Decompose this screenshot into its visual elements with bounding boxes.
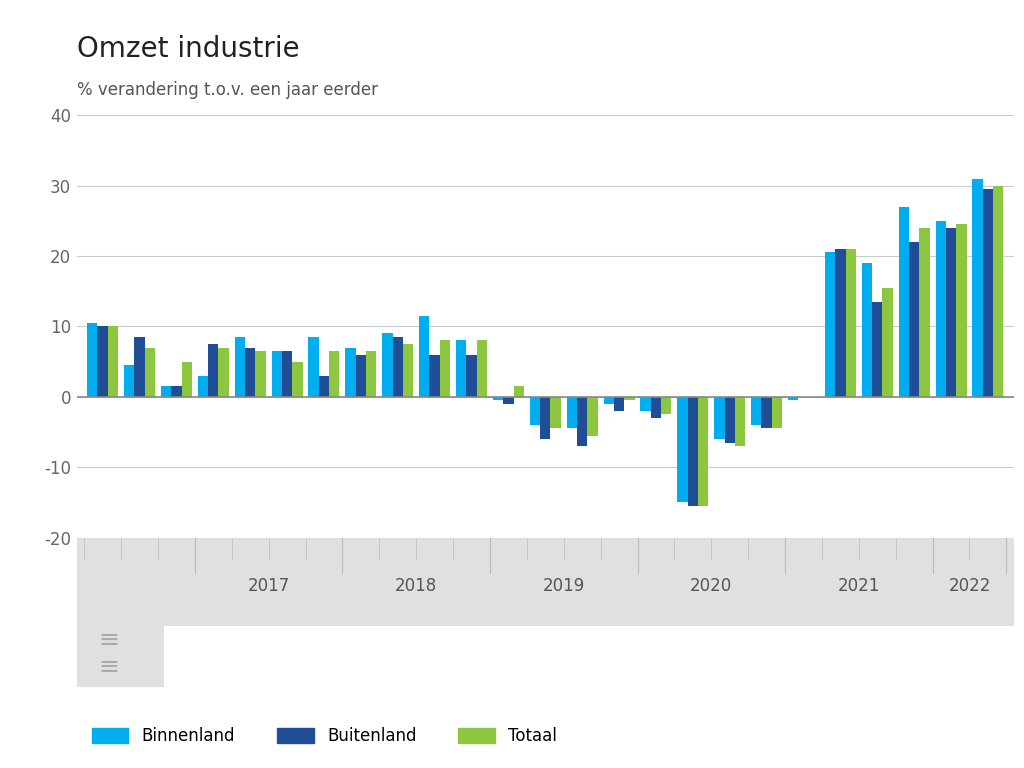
Text: 2022: 2022 (948, 578, 990, 595)
Bar (651, 397, 662, 418)
Text: % verandering t.o.v. een jaar eerder: % verandering t.o.v. een jaar eerder (77, 81, 378, 98)
Bar (134, 337, 144, 397)
Bar (514, 386, 524, 397)
Bar (588, 397, 598, 435)
Bar (688, 397, 698, 506)
Bar (329, 351, 339, 397)
Bar (640, 397, 651, 411)
Bar (208, 344, 218, 397)
Bar (956, 224, 967, 397)
Bar (97, 326, 108, 397)
Bar (788, 397, 799, 400)
Bar (245, 347, 255, 397)
Bar (419, 316, 429, 397)
Bar (234, 337, 245, 397)
Bar (614, 397, 625, 411)
Bar (429, 355, 439, 397)
Legend: Binnenland, Buitenland, Totaal: Binnenland, Buitenland, Totaal (85, 720, 563, 752)
Bar (752, 397, 762, 425)
Bar (872, 302, 883, 397)
Bar (144, 347, 155, 397)
Bar (255, 351, 265, 397)
Bar (973, 178, 983, 397)
Text: 2018: 2018 (395, 578, 437, 595)
Bar (171, 386, 181, 397)
Bar (983, 189, 993, 397)
Bar (993, 186, 1004, 397)
Bar (476, 340, 487, 397)
Text: ≡
≡: ≡ ≡ (98, 627, 120, 680)
Bar (662, 397, 672, 415)
Bar (282, 351, 292, 397)
Bar (551, 397, 561, 429)
Bar (124, 365, 134, 397)
Bar (318, 376, 329, 397)
Bar (714, 397, 725, 439)
Bar (846, 249, 856, 397)
Bar (87, 323, 97, 397)
Bar (308, 337, 318, 397)
Bar (883, 288, 893, 397)
Text: 2017: 2017 (248, 578, 290, 595)
Bar (108, 326, 118, 397)
Bar (218, 347, 228, 397)
Bar (161, 386, 171, 397)
Bar (529, 397, 540, 425)
Bar (603, 397, 614, 404)
Text: 2020: 2020 (690, 578, 732, 595)
Bar (392, 337, 402, 397)
Bar (503, 397, 514, 404)
Bar (466, 355, 476, 397)
Bar (577, 397, 588, 446)
Text: 2019: 2019 (543, 578, 585, 595)
Bar (762, 397, 772, 429)
Bar (198, 376, 208, 397)
Bar (936, 221, 946, 397)
Bar (271, 351, 282, 397)
Text: 2021: 2021 (838, 578, 880, 595)
Bar (345, 347, 355, 397)
Bar (292, 362, 302, 397)
Bar (540, 397, 551, 439)
Bar (402, 344, 414, 397)
Bar (825, 253, 836, 397)
Text: Omzet industrie: Omzet industrie (77, 35, 299, 62)
Bar (366, 351, 377, 397)
Bar (355, 355, 366, 397)
Bar (899, 207, 909, 397)
Bar (725, 397, 735, 442)
Bar (382, 333, 392, 397)
Bar (946, 228, 956, 397)
Bar (735, 397, 745, 446)
Bar (181, 362, 191, 397)
Bar (862, 263, 872, 397)
Bar (698, 397, 709, 506)
Bar (456, 340, 466, 397)
Bar (439, 340, 451, 397)
Bar (493, 397, 503, 400)
Bar (909, 242, 920, 397)
Bar (836, 249, 846, 397)
Bar (772, 397, 782, 429)
Bar (566, 397, 577, 429)
Bar (625, 397, 635, 400)
Bar (920, 228, 930, 397)
Bar (677, 397, 688, 502)
